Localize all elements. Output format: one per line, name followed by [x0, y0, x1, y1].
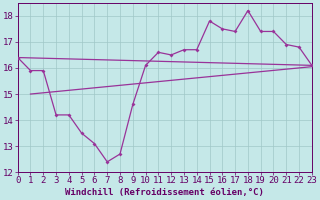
X-axis label: Windchill (Refroidissement éolien,°C): Windchill (Refroidissement éolien,°C) [65, 188, 264, 197]
